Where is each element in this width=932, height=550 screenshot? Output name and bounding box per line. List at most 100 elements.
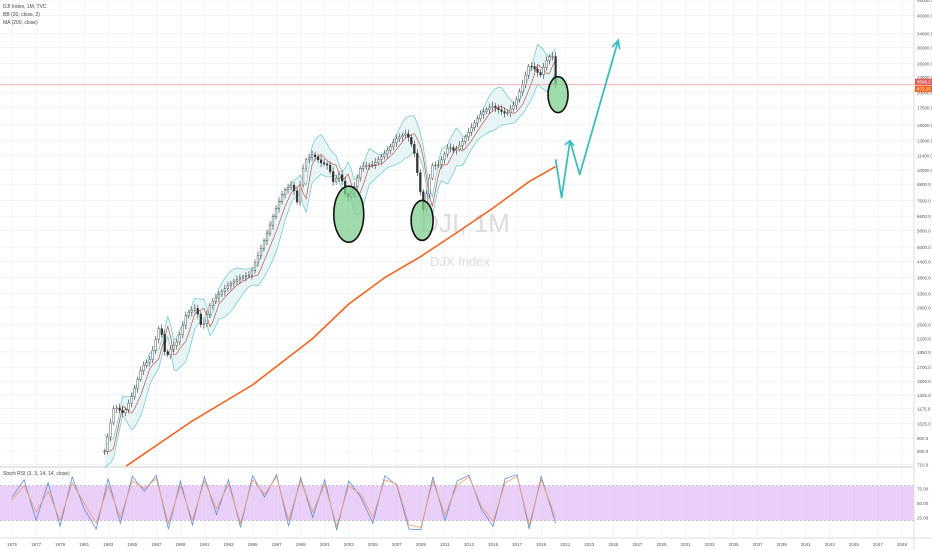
time-tick-label: 1983 (103, 542, 114, 547)
candle-body (244, 275, 248, 278)
candle-body (127, 403, 130, 410)
candle-body (401, 135, 404, 138)
candle-body (142, 365, 145, 371)
price-tick-label: 2200.0 (917, 336, 931, 341)
main-grid (0, 0, 914, 468)
price-tick-label: 1950.0 (917, 350, 931, 355)
candle-body (208, 305, 211, 315)
candle-body (362, 165, 365, 169)
candle-body (289, 184, 293, 188)
candle-body (214, 297, 217, 302)
time-tick-label: 2013 (464, 542, 475, 547)
time-tick-label: 1977 (31, 542, 42, 547)
candle-body (136, 379, 139, 389)
price-tick-label: 1325.0 (917, 393, 931, 398)
candle-body (359, 168, 362, 178)
price-tick-label: 6600.0 (917, 214, 931, 219)
candle-body (163, 334, 166, 352)
candle-body (419, 172, 422, 192)
candle-body (518, 91, 521, 100)
price-tick-label: 11400.0 (917, 153, 932, 158)
price-tick-label: 2500.0 (917, 322, 931, 327)
price-tick-label: 13000.0 (917, 139, 932, 144)
time-tick-label: 2043 (825, 542, 836, 547)
time-tick-label: 1997 (272, 542, 283, 547)
annotations[interactable] (332, 38, 621, 244)
legend-ma: MA (200, close) (3, 20, 38, 26)
time-axis[interactable]: 1975 1977 1979 1981 1983 1985 1987 1989 1991 1993… (0, 537, 932, 547)
bb-fill (104, 44, 556, 468)
candle-body (431, 165, 434, 179)
candle-body (268, 225, 272, 234)
candle-body (166, 351, 169, 356)
legend-bb: BB (20, close, 2) (3, 12, 40, 18)
ma-line (125, 165, 556, 467)
time-tick-label: 2007 (392, 542, 403, 547)
candle-body (515, 99, 518, 106)
candle-body (509, 108, 512, 113)
candle-body (341, 174, 344, 182)
price-tick-label: 5000.0 (917, 245, 931, 250)
price-tick-label: 17500.0 (917, 106, 932, 111)
candle-body (229, 283, 233, 287)
time-tick-label: 2041 (801, 542, 812, 547)
candle-body (160, 328, 163, 335)
price-badge (915, 78, 932, 86)
price-tick-label: 26000.0 (917, 62, 932, 67)
candle-body (199, 313, 202, 325)
price-axis[interactable]: 46000.0 40000.0 34000.0 30000.0 26000.0 23000… (913, 0, 932, 550)
time-tick-label: 1979 (55, 542, 66, 547)
legend-symbol: DJI Index, 1M, TVC (3, 4, 47, 10)
price-badge-label: 9596.2 (917, 80, 931, 85)
candle-body (298, 184, 302, 203)
candle-body (283, 189, 287, 195)
price-tick-label: 5800.0 (917, 229, 931, 234)
time-tick-label: 1991 (199, 542, 210, 547)
time-tick-label: 2045 (849, 542, 860, 547)
candle-body (184, 315, 187, 326)
time-tick-label: 2019 (536, 542, 547, 547)
price-series (103, 52, 557, 456)
candle-body (455, 148, 458, 151)
candle-body (398, 136, 401, 140)
price-badge (915, 85, 932, 93)
candle-body (338, 174, 341, 179)
candle-body (292, 184, 296, 192)
forecast-arrow-head (611, 38, 621, 50)
candle-body (494, 105, 497, 109)
price-tick-label: 4400.0 (917, 259, 931, 264)
candle-body (145, 362, 148, 366)
candle-body (458, 145, 461, 150)
candle-body (178, 334, 181, 343)
candle-body (103, 450, 106, 453)
candle-body (277, 201, 281, 209)
time-tick-label: 2031 (680, 542, 691, 547)
osc-tick-label: 25.00 (917, 516, 929, 521)
candle-body (205, 314, 208, 324)
time-tick-label: 2001 (320, 542, 331, 547)
candle-body (226, 285, 229, 289)
candle-body (307, 157, 311, 161)
candle-body (440, 159, 443, 165)
candle-body (247, 274, 251, 277)
candle-body (446, 148, 449, 155)
candle-body (365, 165, 368, 167)
time-tick-label: 2005 (368, 542, 379, 547)
candle-body (479, 114, 482, 119)
candle-body (467, 131, 470, 138)
time-tick-label: 2029 (656, 542, 667, 547)
time-tick-label: 2021 (560, 542, 571, 547)
price-tick-label: 710.0 (917, 462, 929, 467)
highlight-circle (410, 199, 434, 242)
candle-body (437, 164, 440, 166)
candle-body (545, 60, 548, 68)
candle-body (491, 105, 494, 108)
candle-body (286, 187, 290, 190)
price-tick-label: 3800.0 (917, 276, 931, 281)
candle-body (470, 127, 473, 133)
candle-body (542, 67, 545, 75)
candle-body (259, 247, 263, 256)
candle-body (304, 159, 308, 169)
time-tick-label: 2033 (705, 542, 716, 547)
